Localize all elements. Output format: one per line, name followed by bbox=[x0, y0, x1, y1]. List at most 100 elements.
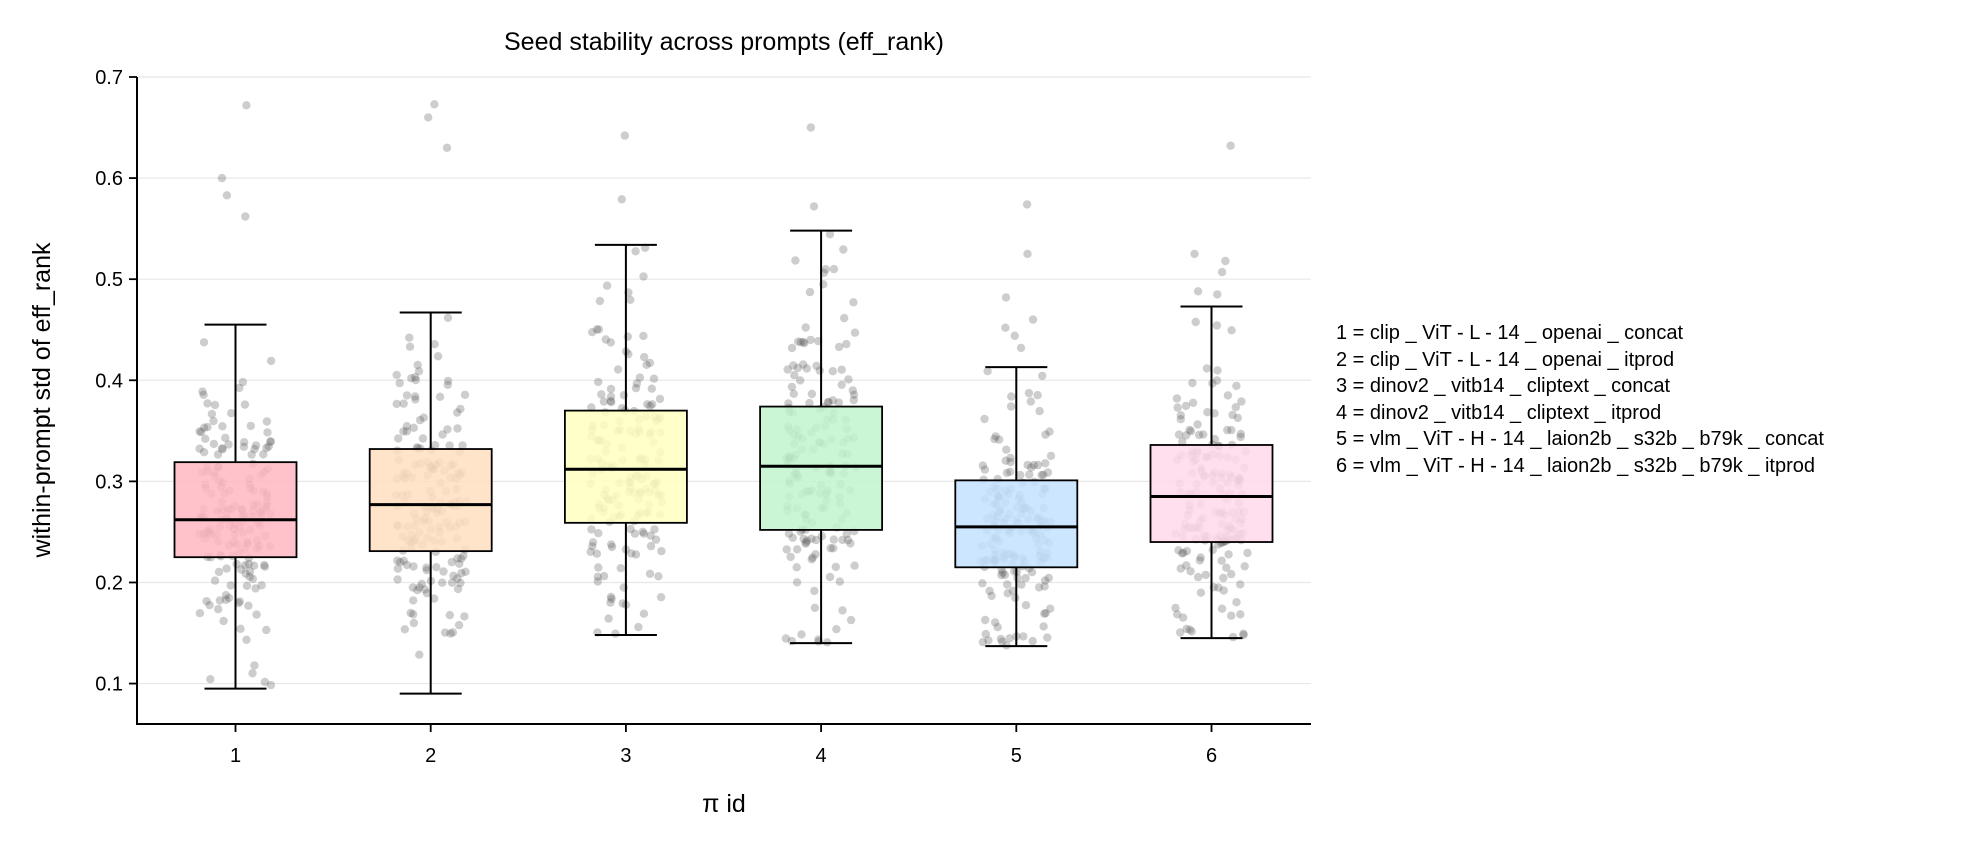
data-point-2 bbox=[400, 625, 409, 634]
data-point-5 bbox=[1016, 470, 1025, 480]
data-point-6 bbox=[1227, 611, 1236, 620]
data-point-5 bbox=[985, 586, 994, 596]
data-point-2 bbox=[453, 408, 462, 417]
data-point-2 bbox=[399, 399, 408, 408]
data-point-1 bbox=[200, 423, 209, 432]
data-point-5 bbox=[987, 591, 996, 601]
data-point-4 bbox=[791, 256, 800, 265]
x-tick-label-4: 4 bbox=[816, 745, 827, 767]
data-point-2 bbox=[415, 415, 425, 425]
x-tick-label-1: 1 bbox=[230, 745, 241, 767]
data-point-5 bbox=[996, 634, 1006, 644]
data-point-3 bbox=[631, 550, 641, 559]
data-point-6 bbox=[1219, 573, 1228, 583]
data-point-6 bbox=[1236, 610, 1245, 619]
data-point-6 bbox=[1233, 413, 1243, 423]
data-point-3 bbox=[642, 360, 651, 369]
outlier-point-5 bbox=[1001, 323, 1010, 332]
data-point-4 bbox=[802, 538, 811, 547]
data-point-4 bbox=[837, 380, 846, 389]
data-point-2 bbox=[394, 434, 403, 443]
data-point-4 bbox=[821, 265, 830, 274]
data-point-5 bbox=[1028, 636, 1037, 646]
data-point-2 bbox=[409, 562, 418, 571]
data-point-4 bbox=[799, 360, 808, 369]
data-point-3 bbox=[648, 400, 657, 409]
data-point-4 bbox=[802, 536, 812, 545]
outlier-point-1 bbox=[242, 101, 251, 110]
x-tick-label-6: 6 bbox=[1206, 745, 1217, 767]
data-point-1 bbox=[260, 560, 269, 570]
data-point-5 bbox=[1046, 451, 1056, 461]
data-point-5 bbox=[1041, 430, 1050, 439]
data-point-2 bbox=[408, 583, 418, 592]
data-point-1 bbox=[266, 680, 276, 690]
data-point-4 bbox=[790, 371, 799, 380]
data-point-5 bbox=[1039, 470, 1048, 479]
data-point-5 bbox=[1024, 388, 1034, 398]
data-point-1 bbox=[218, 444, 227, 454]
data-point-1 bbox=[226, 581, 235, 590]
data-point-5 bbox=[1038, 371, 1047, 381]
data-point-6 bbox=[1186, 567, 1195, 576]
data-point-4 bbox=[796, 337, 806, 347]
data-point-6 bbox=[1236, 580, 1245, 589]
data-point-3 bbox=[634, 622, 643, 632]
data-point-1 bbox=[266, 437, 275, 446]
data-point-3 bbox=[607, 540, 616, 549]
data-point-4 bbox=[839, 245, 848, 254]
data-point-3 bbox=[606, 384, 616, 394]
box-1 bbox=[173, 461, 298, 559]
data-point-4 bbox=[826, 544, 835, 553]
data-point-3 bbox=[646, 401, 655, 411]
data-point-4 bbox=[810, 586, 819, 596]
data-point-3 bbox=[640, 352, 649, 362]
data-point-4 bbox=[787, 343, 797, 353]
data-point-6 bbox=[1196, 553, 1205, 562]
data-point-3 bbox=[597, 390, 606, 399]
outlier-point-4 bbox=[809, 202, 819, 211]
data-point-2 bbox=[410, 392, 420, 401]
data-point-3 bbox=[649, 374, 659, 383]
data-point-3 bbox=[599, 397, 609, 406]
outlier-point-1 bbox=[222, 191, 232, 200]
data-point-1 bbox=[259, 450, 268, 459]
data-point-5 bbox=[1002, 468, 1012, 478]
data-point-6 bbox=[1182, 561, 1191, 570]
data-point-3 bbox=[655, 394, 665, 404]
data-point-3 bbox=[638, 527, 647, 536]
data-point-1 bbox=[240, 438, 249, 447]
data-point-2 bbox=[393, 564, 403, 573]
data-point-3 bbox=[613, 365, 623, 374]
data-point-6 bbox=[1182, 624, 1191, 634]
data-point-4 bbox=[838, 535, 847, 545]
data-point-6 bbox=[1171, 603, 1180, 613]
data-point-4 bbox=[834, 342, 844, 352]
outlier-point-6 bbox=[1221, 256, 1230, 266]
data-point-4 bbox=[829, 544, 838, 553]
outlier-point-5 bbox=[1028, 315, 1038, 324]
data-point-6 bbox=[1212, 376, 1222, 385]
data-point-2 bbox=[414, 367, 424, 376]
data-point-2 bbox=[460, 612, 469, 621]
data-point-6 bbox=[1222, 563, 1231, 572]
y-tick-label-0.4: 0.4 bbox=[95, 370, 123, 392]
data-point-4 bbox=[806, 335, 815, 345]
data-point-1 bbox=[238, 377, 248, 387]
data-point-2 bbox=[405, 333, 414, 342]
data-point-4 bbox=[799, 337, 808, 347]
data-point-2 bbox=[433, 352, 443, 361]
data-point-1 bbox=[257, 581, 266, 590]
legend-entry-2: 2 = clip _ ViT - L - 14 _ openai _ itpro… bbox=[1336, 348, 1675, 371]
data-point-4 bbox=[832, 625, 841, 634]
legend-entry-6: 6 = vlm _ ViT - H - 14 _ laion2b _ s32b … bbox=[1336, 454, 1815, 477]
data-point-5 bbox=[1034, 583, 1044, 592]
data-point-3 bbox=[631, 383, 641, 393]
data-point-2 bbox=[419, 413, 428, 422]
data-point-6 bbox=[1185, 425, 1194, 435]
data-point-4 bbox=[784, 399, 793, 408]
data-point-5 bbox=[978, 579, 987, 588]
data-point-4 bbox=[805, 398, 814, 408]
data-point-5 bbox=[1003, 589, 1012, 598]
data-point-2 bbox=[445, 610, 454, 620]
